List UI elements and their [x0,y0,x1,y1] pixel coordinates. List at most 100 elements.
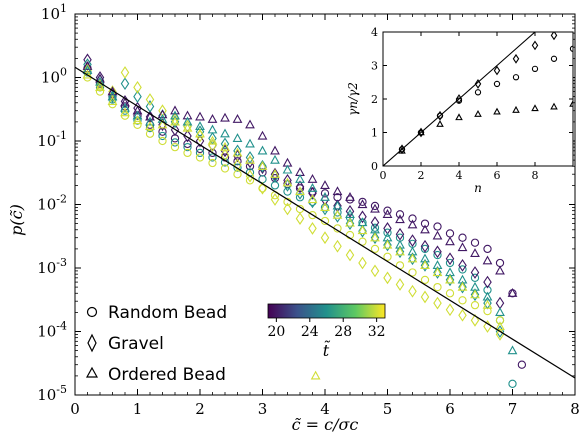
data-point-circle [433,222,442,231]
data-point-triangle [395,246,405,256]
data-point-triangle [310,370,321,380]
data-point-triangle [132,110,143,120]
data-point-triangle [482,299,493,309]
data-point-diamond [445,273,455,287]
data-point-circle [445,258,455,268]
data-point-circle [408,268,417,277]
data-point-triangle [470,289,480,299]
legend: Random Bead Gravel Ordered Bead [85,303,227,385]
y-tick-label: 100 [41,66,67,87]
inset-data-point-triangle [417,128,425,136]
data-point-circle [470,238,480,247]
data-point-diamond [120,77,130,91]
data-point-triangle [270,168,280,178]
data-point-triangle [270,145,280,155]
data-point-triangle [207,124,218,134]
data-point-triangle [407,253,418,263]
data-point-circle [383,206,392,215]
data-point-diamond [433,266,442,279]
data-point-circle [483,244,492,254]
legend-label: Ordered Bead [108,365,226,385]
data-point-triangle [320,180,330,189]
main-y-axis-title: p(c̃) [7,204,26,236]
inset-data-point-diamond [531,40,539,51]
data-point-triangle [457,242,468,252]
x-tick-label: 4 [320,400,330,418]
data-point-triangle [107,96,118,106]
data-point-diamond [120,66,130,79]
data-point-triangle [232,133,243,142]
data-point-triangle [157,119,168,129]
data-point-triangle [207,135,218,145]
data-point-triangle [295,186,305,196]
data-point-circle [470,273,480,282]
data-point-circle [370,201,380,211]
data-point-circle [420,219,430,228]
data-point-circle [283,187,292,196]
data-point-triangle [245,154,255,164]
inset-y-tick-label: 2 [371,93,378,106]
data-point-triangle [370,203,380,213]
data-point-circle [245,176,255,185]
data-point-diamond [370,231,380,245]
data-point-triangle [482,291,493,301]
data-point-diamond [145,93,155,106]
data-point-triangle [232,113,243,123]
data-point-triangle [307,194,318,204]
data-point-circle [358,197,367,207]
inset-x-tick-label: 6 [494,169,501,182]
data-point-triangle [432,230,443,240]
data-point-diamond [133,80,142,94]
inset-x-tick-label: 4 [456,169,463,182]
inset-y-tick-label: 0 [371,160,378,173]
data-point-circle [470,300,480,310]
colorbar-gradient [267,303,386,319]
data-point-diamond [258,159,267,173]
data-point-triangle [132,115,143,125]
data-point-diamond [458,280,467,294]
data-point-circle [483,306,492,316]
data-point-diamond [470,288,480,302]
data-point-diamond [408,234,417,247]
data-point-triangle [232,147,243,157]
data-point-diamond [220,144,230,158]
y-tick-label: 10-2 [37,193,67,214]
data-point-triangle [382,209,393,218]
data-point-diamond [458,308,467,322]
x-tick-label: 0 [70,400,80,418]
fit-line [74,66,576,379]
data-point-diamond [495,296,505,310]
y-tick-label: 10-1 [37,129,67,150]
data-point-circle [183,148,192,158]
legend-label: Random Bead [108,303,227,323]
data-point-diamond [470,266,480,279]
data-point-diamond [270,193,280,206]
data-point-triangle [357,199,368,209]
data-point-diamond [470,313,480,327]
inset-data-point-triangle [531,104,539,112]
data-point-circle [445,229,455,238]
data-point-triangle [257,160,268,170]
inset-y-tick-label: 1 [371,127,378,140]
data-point-triangle [170,105,180,115]
data-point-diamond [420,290,430,304]
data-point-diamond [370,216,380,229]
data-point-triangle [157,109,168,119]
data-point-triangle [320,191,330,201]
inset-data-point-diamond [512,53,520,64]
data-point-triangle [395,214,405,224]
data-point-triangle [320,202,330,212]
x-tick-label: 8 [570,400,580,418]
inset-data-point-diamond [474,79,482,89]
data-point-triangle [207,113,218,123]
data-point-triangle [345,209,355,218]
data-point-diamond [458,258,467,272]
x-tick-label: 2 [195,400,205,418]
data-point-circle [495,316,505,325]
data-point-triangle [445,236,455,246]
data-point-triangle [345,217,355,227]
data-point-circle [308,210,317,220]
data-point-triangle [195,128,205,138]
data-point-circle [195,153,205,162]
